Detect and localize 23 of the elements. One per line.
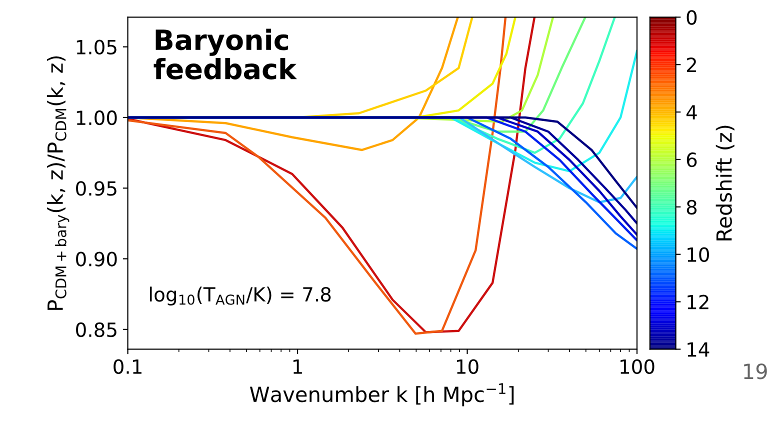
annotation: log$_{10}$(T$_{AGN}$/K) = 7.8 [150, 286, 331, 306]
x-tick-label: 100 [620, 359, 654, 374]
color-bar-label: 4 [686, 105, 697, 120]
y-tick-label: 0.95 [76, 181, 116, 196]
color-bar-label: 8 [686, 200, 697, 215]
color-bar-label: 12 [688, 294, 708, 310]
color-bar-label: 6 [686, 152, 697, 168]
color-bar-label: 0 [686, 10, 697, 25]
y-tick-label: 1.00 [76, 110, 117, 126]
text: 19 [744, 364, 767, 380]
color-bar-label: 2 [686, 58, 696, 72]
text: Baryonic feedback [154, 28, 297, 80]
x-tick-label: 1 [293, 360, 302, 374]
color-bar-label: 14 [688, 342, 710, 357]
color-bar-label: 10 [688, 247, 709, 262]
y-axis-title: P$_{CDM+bary}$(k, z)/P$_{CDM}$(k, z) [46, 56, 70, 310]
y-tick-label: 0.90 [76, 252, 117, 266]
y-tick-label: 0.85 [76, 322, 116, 338]
color-bar-title: Redshift (z) [716, 126, 734, 240]
x-axis-title: Wavenumber k [h Mpc$^{−1}$] [250, 383, 514, 406]
x-tick-label: 0.1 [114, 359, 142, 374]
x-tick-label: 10 [457, 359, 478, 374]
y-tick-label: 1.05 [76, 40, 116, 54]
